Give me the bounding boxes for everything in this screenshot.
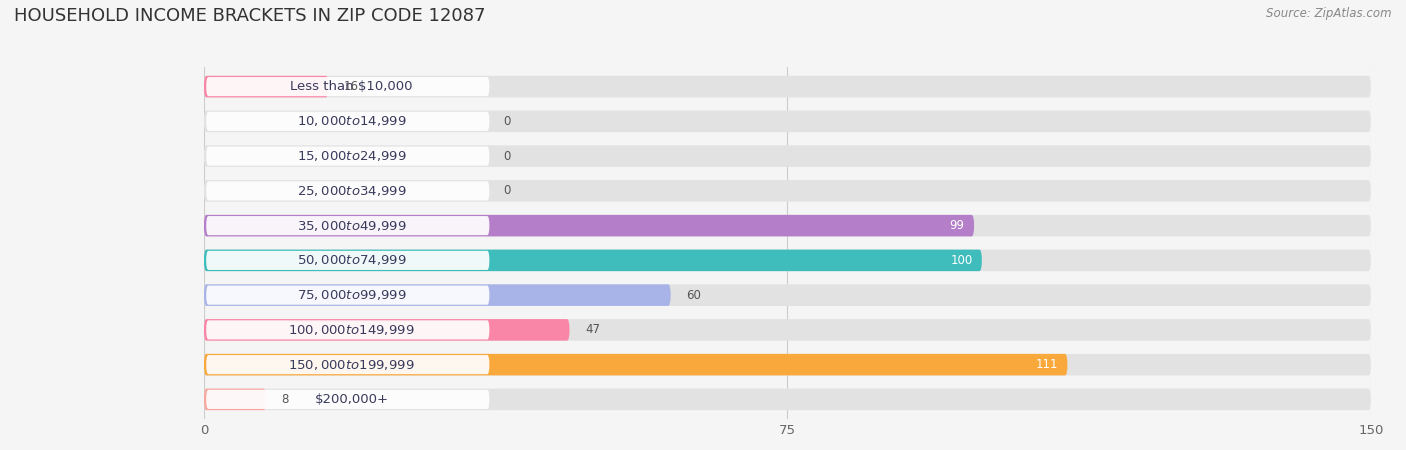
FancyBboxPatch shape (204, 284, 1371, 306)
Text: 0: 0 (503, 149, 510, 162)
FancyBboxPatch shape (204, 180, 1371, 202)
FancyBboxPatch shape (204, 215, 1371, 236)
FancyBboxPatch shape (204, 389, 266, 410)
FancyBboxPatch shape (207, 390, 489, 409)
FancyBboxPatch shape (207, 286, 489, 305)
Text: HOUSEHOLD INCOME BRACKETS IN ZIP CODE 12087: HOUSEHOLD INCOME BRACKETS IN ZIP CODE 12… (14, 7, 485, 25)
Text: $100,000 to $149,999: $100,000 to $149,999 (288, 323, 415, 337)
FancyBboxPatch shape (204, 284, 671, 306)
Text: 60: 60 (686, 288, 702, 302)
Text: $50,000 to $74,999: $50,000 to $74,999 (297, 253, 406, 267)
Text: $75,000 to $99,999: $75,000 to $99,999 (297, 288, 406, 302)
FancyBboxPatch shape (207, 251, 489, 270)
FancyBboxPatch shape (204, 215, 974, 236)
Text: Source: ZipAtlas.com: Source: ZipAtlas.com (1267, 7, 1392, 20)
FancyBboxPatch shape (204, 76, 1371, 97)
Text: 8: 8 (281, 393, 290, 406)
FancyBboxPatch shape (204, 354, 1067, 375)
Text: $35,000 to $49,999: $35,000 to $49,999 (297, 219, 406, 233)
FancyBboxPatch shape (207, 216, 489, 235)
Text: $10,000 to $14,999: $10,000 to $14,999 (297, 114, 406, 128)
Text: 0: 0 (503, 184, 510, 198)
Text: $25,000 to $34,999: $25,000 to $34,999 (297, 184, 406, 198)
FancyBboxPatch shape (204, 319, 1371, 341)
Text: $15,000 to $24,999: $15,000 to $24,999 (297, 149, 406, 163)
Text: 99: 99 (949, 219, 965, 232)
FancyBboxPatch shape (207, 112, 489, 131)
FancyBboxPatch shape (204, 250, 981, 271)
FancyBboxPatch shape (204, 111, 1371, 132)
FancyBboxPatch shape (204, 354, 1371, 375)
FancyBboxPatch shape (204, 145, 1371, 167)
Text: 111: 111 (1036, 358, 1059, 371)
FancyBboxPatch shape (207, 77, 489, 96)
FancyBboxPatch shape (204, 76, 329, 97)
FancyBboxPatch shape (207, 147, 489, 166)
Text: 100: 100 (950, 254, 973, 267)
Text: 47: 47 (585, 324, 600, 337)
Text: 16: 16 (344, 80, 359, 93)
FancyBboxPatch shape (207, 320, 489, 339)
FancyBboxPatch shape (204, 250, 1371, 271)
Text: 0: 0 (503, 115, 510, 128)
Text: $150,000 to $199,999: $150,000 to $199,999 (288, 358, 415, 372)
FancyBboxPatch shape (207, 181, 489, 200)
Text: $200,000+: $200,000+ (315, 393, 388, 406)
FancyBboxPatch shape (207, 355, 489, 374)
FancyBboxPatch shape (204, 319, 569, 341)
Text: Less than $10,000: Less than $10,000 (291, 80, 413, 93)
FancyBboxPatch shape (204, 389, 1371, 410)
